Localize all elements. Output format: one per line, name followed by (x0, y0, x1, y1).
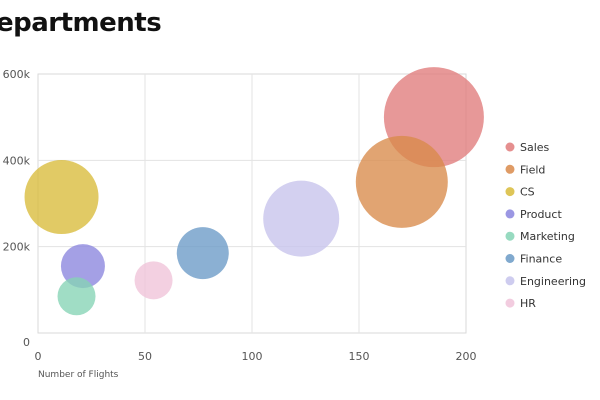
legend-item-field[interactable]: Field (505, 163, 546, 176)
legend-swatch (505, 164, 515, 174)
x-tick-label: 150 (349, 350, 370, 363)
y-tick-label: 0 (23, 336, 30, 349)
legend-label: Engineering (520, 275, 586, 288)
bubble-cs[interactable] (24, 160, 99, 235)
bubble-layer (24, 67, 484, 316)
legend-swatch (505, 187, 515, 197)
y-tick-label: 400k (3, 154, 31, 167)
bubble-engineering[interactable] (263, 180, 340, 257)
legend-item-product[interactable]: Product (505, 208, 563, 221)
legend-swatch (505, 231, 515, 241)
y-tick-label: 200k (3, 241, 31, 254)
legend-label: Sales (520, 141, 550, 154)
legend-label: Product (520, 208, 562, 221)
x-tick-label: 200 (456, 350, 477, 363)
x-axis-label: Number of Flights (38, 370, 119, 380)
legend-label: HR (520, 297, 536, 310)
x-tick-label: 50 (138, 350, 152, 363)
legend-swatch (505, 276, 515, 286)
y-tick-label: 600k (3, 68, 31, 81)
legend-swatch (505, 209, 515, 219)
chart-title: epartments (0, 8, 162, 38)
legend-swatch (505, 142, 515, 152)
legend-item-marketing[interactable]: Marketing (505, 230, 575, 243)
legend-swatch (505, 298, 515, 308)
bubble-hr[interactable] (134, 261, 173, 300)
bubble-marketing[interactable] (57, 277, 96, 316)
x-tick-label: 0 (35, 350, 42, 363)
legend-item-engineering[interactable]: Engineering (505, 275, 587, 288)
legend-swatch (505, 254, 515, 263)
legend-item-finance[interactable]: Finance (505, 253, 563, 266)
legend-label: Finance (520, 253, 562, 266)
bubble-finance[interactable] (176, 227, 229, 280)
x-tick-label: 100 (242, 350, 263, 363)
legend-label: Marketing (520, 230, 575, 243)
legend-label: Field (520, 163, 545, 176)
bubble-field[interactable] (355, 135, 448, 228)
bubble-product[interactable] (60, 244, 105, 289)
legend-item-sales[interactable]: Sales (505, 141, 550, 154)
legend: Sales Field CS Product Marketing Finance Engin… (505, 141, 587, 310)
tick-layer: 0 50 100 150 200 0 200k 400k 600k (3, 68, 477, 363)
legend-label: CS (520, 186, 535, 199)
legend-item-hr[interactable]: HR (505, 297, 537, 310)
legend-item-cs[interactable]: CS (505, 186, 535, 199)
